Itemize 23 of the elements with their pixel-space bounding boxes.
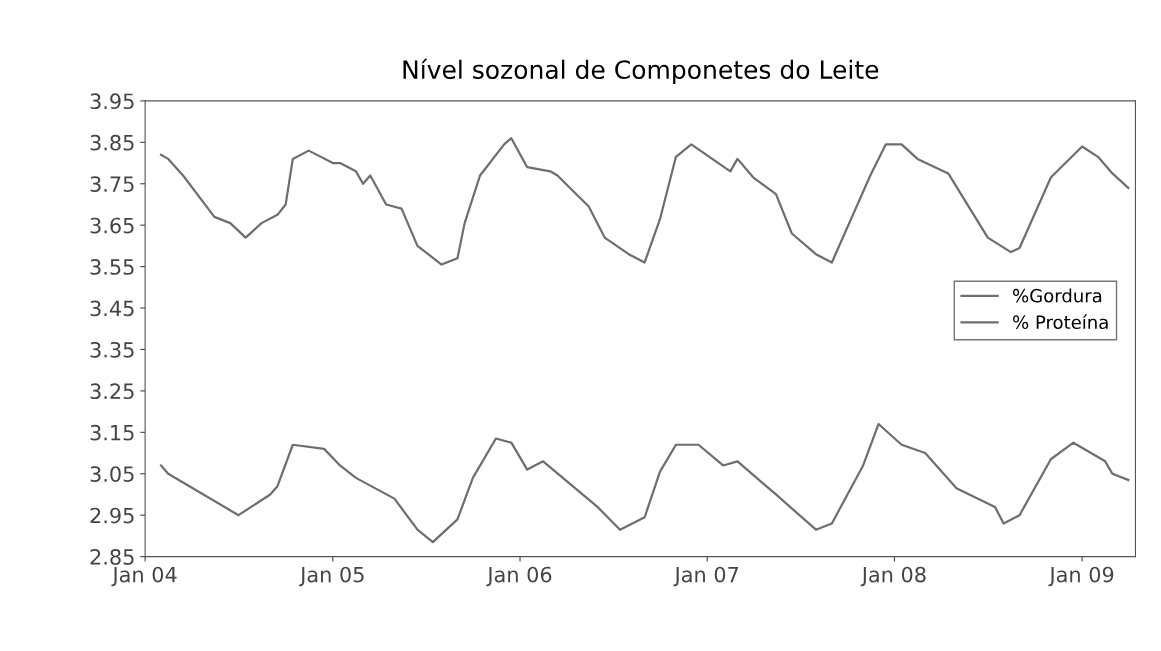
y-tick-label: 3.75 — [90, 176, 134, 192]
y-tick-label: 3.15 — [90, 424, 134, 441]
x-tick-label: Jan 06 — [486, 566, 552, 587]
legend-label: %Gordura — [1013, 288, 1102, 303]
line-series — [159, 422, 1130, 544]
y-tick-label: 3.55 — [90, 259, 134, 275]
x-tick-label: Jan 04 — [111, 566, 177, 587]
y-tick-label: 3.85 — [90, 134, 134, 151]
x-tick-label: Jan 07 — [673, 566, 739, 587]
y-tick-label: 2.95 — [90, 507, 134, 524]
chart-title: Nível sozonal de Componetes do Leite — [403, 58, 879, 84]
y-tick-label: 3.35 — [90, 341, 134, 358]
x-tick-label: Jan 09 — [1048, 566, 1114, 587]
y-tick-label: 3.05 — [90, 466, 134, 482]
legend-label: % Proteína — [1013, 314, 1108, 330]
y-tick-label: 3.65 — [90, 217, 134, 234]
y-tick-label: 3.25 — [90, 383, 134, 400]
x-tick-label: Jan 08 — [860, 566, 926, 587]
y-tick-label: 3.45 — [90, 300, 134, 317]
y-tick-label: 2.85 — [90, 549, 134, 565]
y-tick-label: 3.95 — [90, 93, 134, 110]
x-tick-label: Jan 05 — [299, 566, 364, 587]
line-series — [159, 137, 1130, 266]
